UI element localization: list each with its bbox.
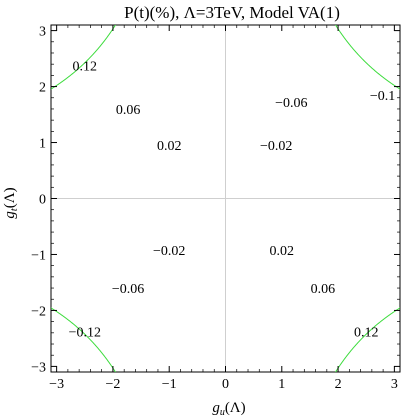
x-axis-label: gu(Λ) bbox=[212, 400, 245, 418]
contour-label: −0.06 bbox=[112, 282, 144, 297]
x-tick-label: −1 bbox=[162, 377, 177, 392]
x-tick-label: −2 bbox=[105, 377, 120, 392]
contour-label: −0.06 bbox=[275, 96, 307, 111]
y-tick-label: 3 bbox=[39, 25, 46, 40]
plot-area: 0.12 0.06 0.02 −0.06 −0.1 −0.02 −0.02 0.02 −0.06… bbox=[50, 24, 401, 373]
contour-label: −0.02 bbox=[153, 244, 185, 259]
ticks bbox=[51, 25, 400, 372]
contour-line bbox=[51, 25, 117, 90]
contour-label: 0.02 bbox=[157, 139, 182, 154]
contour-label: −0.12 bbox=[69, 326, 101, 341]
y-tick-label: 0 bbox=[39, 193, 46, 208]
contour-lines bbox=[51, 25, 400, 372]
contour-line bbox=[334, 25, 400, 90]
y-tick-label: −1 bbox=[31, 248, 46, 263]
contour-label: 0.06 bbox=[116, 103, 141, 118]
contour-label: 0.12 bbox=[354, 326, 379, 341]
y-tick-labels: −3 −2 −1 0 1 2 3 bbox=[31, 25, 46, 376]
y-tick-label: −2 bbox=[31, 304, 46, 319]
y-tick-label: 2 bbox=[39, 81, 46, 96]
contour-label: −0.02 bbox=[260, 139, 292, 154]
x-tick-label: 1 bbox=[278, 377, 285, 392]
x-tick-label: −3 bbox=[49, 377, 64, 392]
contour-label: −0.1 bbox=[370, 89, 395, 104]
contour-line bbox=[51, 307, 117, 372]
contour-label: 0.02 bbox=[270, 244, 295, 259]
contour-label: 0.12 bbox=[73, 59, 98, 74]
x-tick-label: 2 bbox=[335, 377, 342, 392]
axis-lines bbox=[51, 25, 400, 372]
contour-label: 0.06 bbox=[311, 282, 336, 297]
y-tick-label: 1 bbox=[39, 137, 46, 152]
contour-line bbox=[334, 307, 400, 372]
x-tick-labels: −3 −2 −1 0 1 2 3 bbox=[49, 377, 398, 392]
contour-labels: 0.12 0.06 0.02 −0.06 −0.1 −0.02 −0.02 0.02 −0.06… bbox=[69, 59, 396, 340]
x-tick-label: 3 bbox=[391, 377, 398, 392]
y-tick-label: −3 bbox=[31, 360, 46, 375]
x-tick-label: 0 bbox=[222, 377, 229, 392]
chart-title: P(t)(%), Λ=3TeV, Model VA(1) bbox=[124, 3, 340, 22]
y-axis-label: gt(Λ) bbox=[2, 187, 20, 218]
